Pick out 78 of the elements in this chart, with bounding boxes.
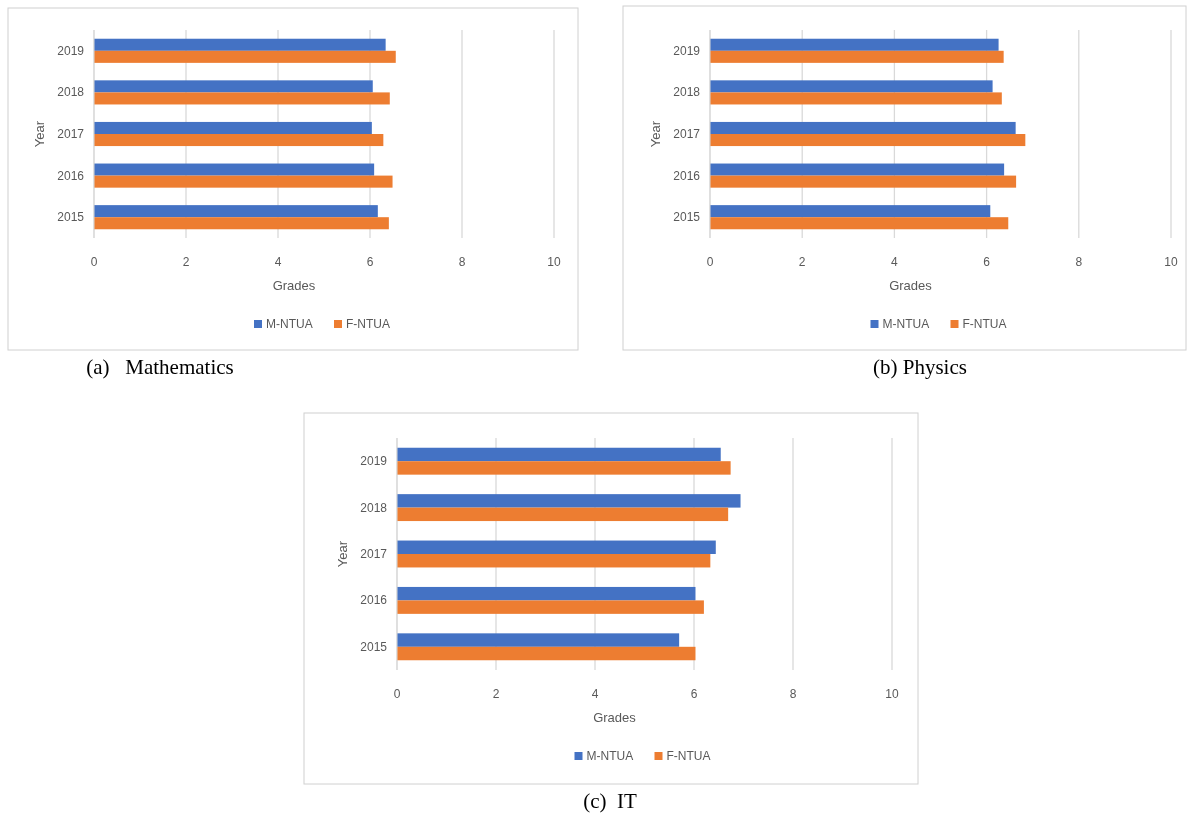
x-tick-label: 10: [885, 687, 899, 701]
y-tick-label: 2018: [57, 85, 85, 100]
bar: [94, 217, 389, 230]
y-tick-label: 2017: [57, 127, 85, 141]
bar: [397, 586, 696, 601]
bar: [94, 92, 390, 105]
y-tick-label: 2019: [57, 43, 85, 58]
bar: [710, 163, 1005, 176]
x-tick-label: 2: [492, 687, 500, 701]
legend-label: F-NTUA: [962, 317, 1007, 331]
bar: [710, 80, 993, 93]
y-tick-label: 2019: [360, 454, 388, 469]
x-tick-label: 4: [274, 255, 282, 269]
bar: [710, 217, 1009, 230]
y-tick-label: 2016: [673, 168, 701, 183]
bar: [94, 80, 373, 93]
y-axis-title: Year: [648, 120, 663, 148]
legend-label: M-NTUA: [266, 317, 313, 331]
text: (a) Mathematics: [86, 355, 234, 379]
bar: [397, 646, 696, 661]
y-tick-label: 2017: [360, 547, 388, 561]
y-tick-label: 2019: [673, 43, 701, 58]
x-tick-label: 6: [690, 687, 698, 701]
y-tick-label: 2016: [360, 593, 388, 608]
bar: [397, 494, 741, 508]
bar: [397, 447, 721, 462]
x-tick-label: 0: [90, 255, 98, 269]
y-tick-label: 2017: [673, 127, 701, 141]
bar: [94, 38, 386, 51]
x-axis-title: Grades: [593, 710, 637, 725]
bar: [397, 633, 680, 647]
bar: [94, 163, 375, 176]
y-tick-label: 2018: [673, 85, 701, 100]
x-tick-label: 4: [891, 255, 899, 269]
x-tick-label: 2: [182, 255, 190, 269]
bar: [397, 461, 731, 475]
y-tick-label: 2016: [57, 168, 85, 183]
x-tick-label: 10: [547, 255, 561, 269]
x-tick-label: 6: [366, 255, 374, 269]
legend-label: M-NTUA: [882, 317, 930, 331]
x-axis-title: Grades: [272, 278, 316, 293]
x-tick-label: 2: [798, 255, 806, 269]
bar: [397, 540, 716, 554]
bar: [397, 600, 704, 614]
text: (c) IT: [583, 789, 637, 813]
bar: [710, 50, 1004, 63]
bar: [710, 92, 1002, 105]
bar: [94, 175, 393, 188]
x-tick-label: 8: [1075, 255, 1083, 269]
x-tick-label: 8: [458, 255, 466, 269]
y-tick-label: 2015: [57, 210, 85, 225]
text: (b) Physics: [873, 355, 967, 379]
y-tick-label: 2015: [360, 639, 388, 654]
x-tick-label: 6: [983, 255, 991, 269]
x-tick-label: 0: [706, 255, 714, 269]
bar: [94, 205, 378, 218]
x-tick-label: 0: [393, 687, 401, 701]
y-tick-label: 2018: [360, 500, 388, 515]
x-tick-label: 10: [1164, 255, 1178, 269]
y-tick-label: 2015: [673, 210, 701, 225]
bar: [397, 554, 711, 568]
y-axis-title: Year: [335, 540, 350, 568]
x-axis-title: Grades: [889, 278, 933, 293]
bar: [94, 50, 396, 63]
legend-label: F-NTUA: [666, 749, 711, 763]
bar: [710, 205, 991, 218]
bar: [94, 134, 384, 147]
bar: [710, 175, 1017, 188]
x-tick-label: 8: [789, 687, 797, 701]
legend-label: F-NTUA: [346, 317, 390, 331]
bar: [710, 38, 999, 51]
bar: [710, 134, 1026, 147]
y-axis-title: Year: [32, 120, 47, 148]
x-tick-label: 4: [591, 687, 599, 701]
bar: [397, 507, 729, 522]
bar: [94, 121, 372, 134]
legend-label: M-NTUA: [586, 749, 634, 763]
bar: [710, 121, 1016, 134]
